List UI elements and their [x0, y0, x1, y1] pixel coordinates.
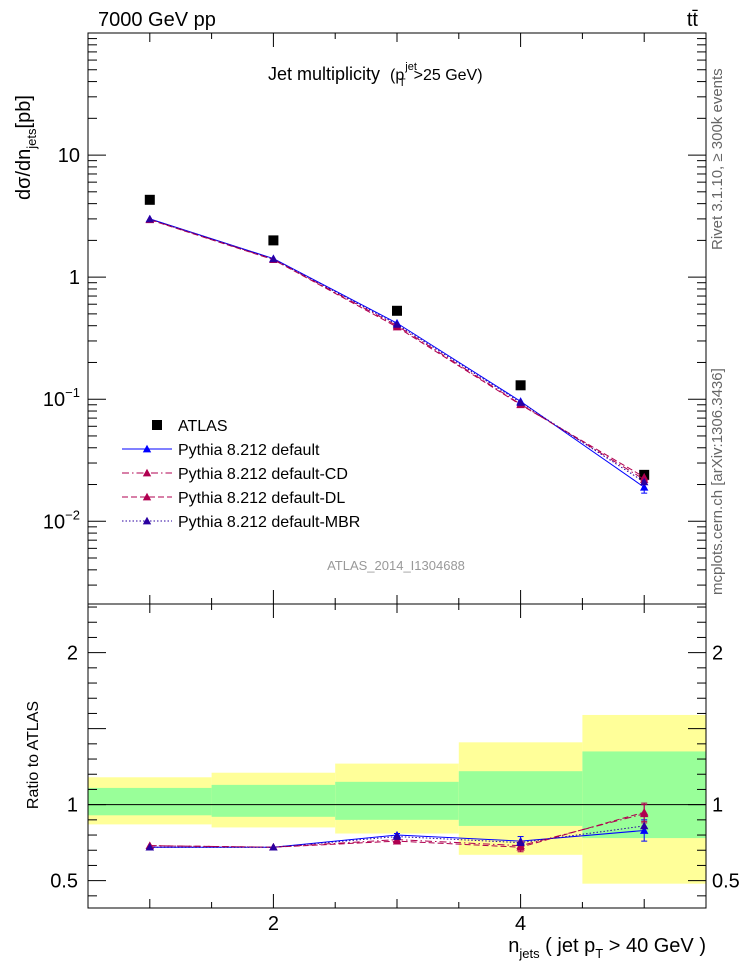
ratio-point-s3-4 — [516, 843, 525, 851]
legend-marker-series-4 — [142, 516, 152, 525]
ratio-y-tick-label-right-2: 1 — [712, 795, 723, 817]
ratio-inner-band-3 — [335, 781, 459, 820]
main-y-tick-label-3: 10−1 — [43, 385, 80, 411]
atlas-data-point-3 — [392, 305, 402, 316]
main-line-series-2 — [149, 218, 645, 480]
legend-atlas-marker — [152, 420, 162, 430]
header-final-state: tt̄ — [687, 9, 699, 31]
atlas-data-point-1 — [144, 194, 155, 205]
legend-marker-series-2 — [142, 468, 152, 477]
ratio-y-axis-label: Ratio to ATLAS — [25, 701, 42, 809]
legend-label-series-3: Pythia 8.212 default-DL — [178, 490, 345, 507]
main-y-tick-label-4: 10−2 — [43, 507, 80, 533]
legend-atlas-label: ATLAS — [178, 418, 228, 435]
main-point-s4-2 — [269, 254, 278, 263]
x-axis-label: njets ( jet pT > 40 GeV ) — [508, 935, 706, 961]
main-plot-marks — [144, 194, 650, 494]
main-y-tick-label-2: 1 — [69, 267, 80, 289]
ratio-plot-marks — [145, 802, 649, 853]
x-tick-label-2: 4 — [515, 913, 526, 935]
ratio-inner-band-2 — [211, 784, 336, 817]
ratio-point-s1-5 — [640, 826, 649, 834]
main-point-s1-5 — [640, 483, 649, 491]
legend: ATLAS Pythia 8.212 default Pythia 8.212 de… — [122, 418, 360, 531]
ratio-point-s3-3 — [392, 836, 402, 845]
main-point-s4-1 — [145, 214, 154, 223]
ratio-point-s3-5 — [640, 808, 649, 816]
rivet-label: Rivet 3.1.10, ≥ 300k events — [709, 68, 726, 250]
ratio-y-tick-label-right-1: 0.5 — [712, 871, 740, 893]
ratio-point-s4-4 — [516, 838, 525, 846]
ratio-point-s4-3 — [392, 832, 402, 840]
main-y-tick-label-1: 10 — [58, 145, 80, 167]
ratio-y-tick-label-right-3: 2 — [712, 643, 723, 665]
ratio-inner-band-4 — [458, 771, 583, 826]
main-point-s4-4 — [516, 398, 525, 406]
ratio-point-s4-5 — [640, 821, 649, 830]
ratio-point-s4-1 — [145, 843, 154, 851]
legend-label-series-2: Pythia 8.212 default-CD — [178, 466, 348, 483]
legend-label-series-4: Pythia 8.212 default-MBR — [178, 514, 360, 531]
main-point-s4-5 — [640, 477, 649, 486]
legend-marker-series-3 — [142, 492, 152, 501]
ratio-point-s4-2 — [269, 843, 278, 851]
atlas-data-point-4 — [515, 380, 526, 391]
ratio-y-tick-label-left-1: 0.5 — [50, 871, 78, 893]
atlas-data-point-2 — [268, 235, 279, 246]
main-y-axis-label: dσ/dnjets[pb] — [13, 95, 39, 200]
legend-label-series-1: Pythia 8.212 default — [178, 442, 320, 459]
x-tick-label-1: 2 — [268, 913, 279, 935]
main-point-s4-3 — [392, 320, 402, 328]
analysis-watermark: ATLAS_2014_I1304688 — [327, 558, 465, 573]
main-line-series-3 — [149, 219, 645, 478]
main-plot-title: Jet multiplicity (pjet T >25 GeV) — [268, 61, 483, 89]
header-process: 7000 GeV pp — [98, 9, 216, 31]
axes: 2 4 10 1 10−1 10−2 0.5 0.5 1 1 2 2 — [43, 32, 740, 935]
ratio-uncertainty-bands — [88, 714, 706, 884]
ratio-inner-band-1 — [88, 787, 212, 816]
mcplots-label: mcplots.cern.ch [arXiv:1306.3436] — [709, 368, 726, 595]
ratio-y-tick-label-left-2: 1 — [67, 795, 78, 817]
ratio-y-tick-label-left-3: 2 — [67, 643, 78, 665]
main-point-s3-5 — [640, 472, 649, 481]
legend-marker-series-1 — [142, 444, 152, 453]
